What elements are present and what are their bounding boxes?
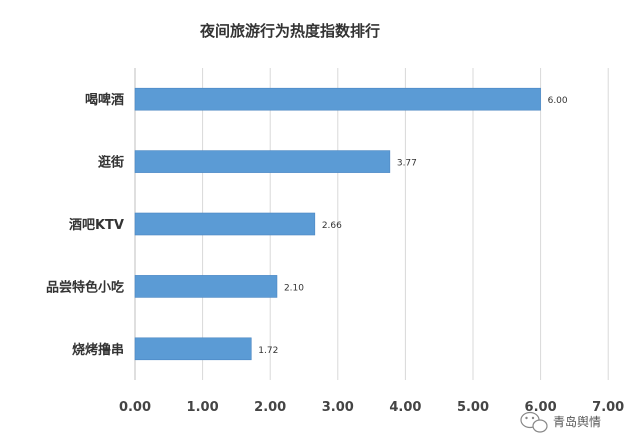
wechat-icon	[520, 411, 548, 433]
bar	[134, 150, 391, 173]
data-label: 2.66	[322, 221, 342, 231]
data-labels: 6.00 3.77 2.66 2.10 1.72	[258, 96, 568, 356]
x-tick-label: 6.00	[525, 400, 557, 415]
x-tick-label: 5.00	[457, 400, 489, 415]
x-tick-label: 7.00	[592, 400, 624, 415]
data-label: 6.00	[548, 96, 568, 106]
chart-title: 夜间旅游行为热度指数排行	[199, 22, 380, 40]
category-label: 品尝特色小吃	[46, 279, 124, 295]
watermark: 青岛舆情	[520, 411, 601, 433]
watermark-text: 青岛舆情	[553, 414, 601, 429]
x-tick-label: 3.00	[322, 400, 354, 415]
x-tick-label: 2.00	[254, 400, 286, 415]
category-label: 酒吧KTV	[69, 218, 124, 233]
data-label: 2.10	[284, 283, 304, 293]
bar	[134, 337, 252, 361]
x-tick-label: 4.00	[389, 400, 421, 415]
bar	[134, 212, 316, 236]
category-label: 逛街	[98, 155, 124, 171]
x-tick-label: 1.00	[187, 400, 219, 415]
bars	[134, 87, 541, 361]
bar	[134, 275, 278, 298]
bar	[134, 87, 541, 111]
x-axis-tick-labels: 0.00 1.00 2.00 3.00 4.00 5.00 6.00 7.00	[119, 400, 624, 415]
x-tick-label: 0.00	[119, 400, 151, 415]
data-label: 3.77	[397, 159, 417, 169]
category-label: 烧烤撸串	[72, 342, 124, 358]
category-label: 喝啤酒	[85, 92, 124, 108]
data-label: 1.72	[258, 346, 278, 356]
